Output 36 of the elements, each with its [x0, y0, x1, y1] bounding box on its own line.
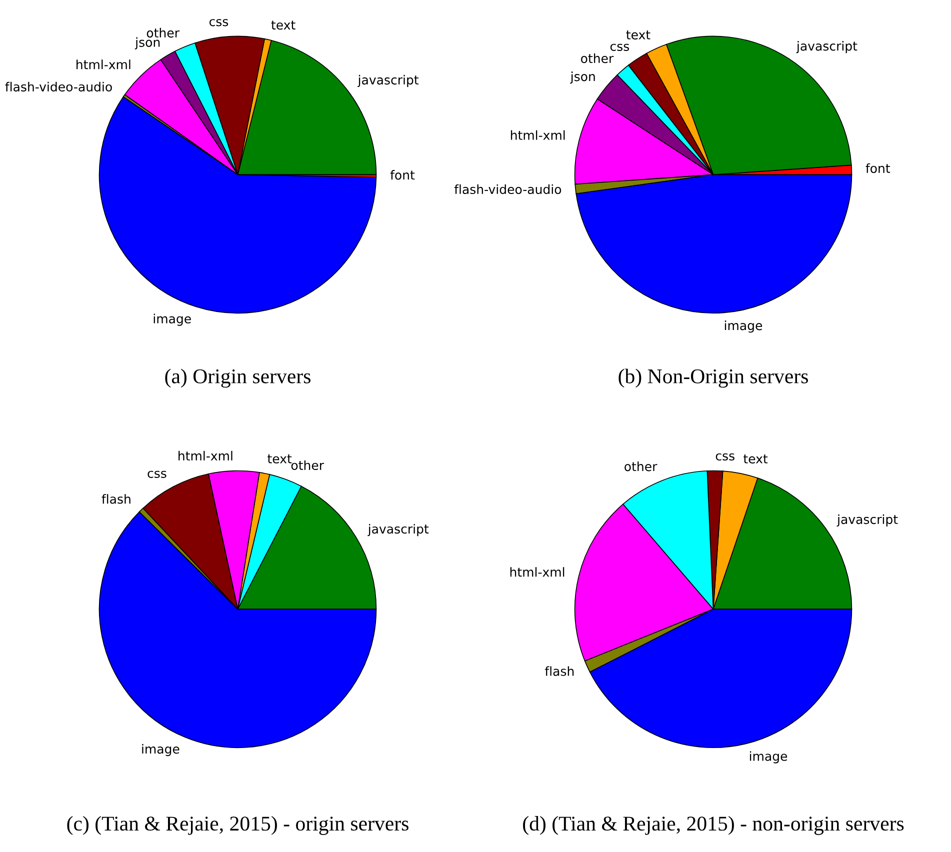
slice-label: javascript: [358, 74, 419, 87]
slice-label: json: [134, 37, 160, 50]
slice-label: css: [148, 470, 166, 478]
slice-label: css: [209, 19, 228, 26]
slice-label: other: [146, 28, 180, 38]
slice-label: html-xml: [510, 130, 565, 140]
slice-label: image: [724, 320, 762, 333]
text: (c) (Tian & Rejaie, 2015) - origin servers: [67, 816, 408, 835]
slice-label: json: [570, 72, 595, 84]
text: (b) Non-Origin servers: [618, 368, 808, 388]
slice-label: css: [610, 44, 630, 51]
slice-label: css: [716, 453, 734, 461]
slice-label: flash-video-audio: [5, 82, 112, 92]
slice-label: font: [866, 163, 890, 174]
slice-label: image: [142, 744, 180, 756]
slice-label: text: [268, 454, 292, 464]
slice-label: font: [390, 170, 415, 180]
slice-label: image: [750, 751, 788, 764]
slice-label: other: [624, 462, 658, 472]
slice-label: other: [291, 460, 324, 470]
slice-label: flash-video-audio: [454, 184, 562, 194]
slice-label: image: [154, 314, 191, 326]
slice-label: javascript: [368, 524, 429, 536]
slice-label: flash: [102, 494, 130, 504]
slice-label: html-xml: [76, 60, 130, 70]
slice-label: javascript: [836, 514, 898, 526]
slice-label: html-xml: [510, 567, 564, 577]
slice-label: text: [626, 30, 650, 40]
slice-label: other: [581, 53, 614, 64]
slice-label: text: [271, 20, 296, 30]
text: (a) Origin servers: [165, 368, 310, 388]
slice-label: javascript: [796, 41, 858, 54]
slice-label: text: [744, 454, 768, 464]
slice-label: html-xml: [178, 450, 232, 460]
text: (d) (Tian & Rejaie, 2015) - non-origin servers: [523, 816, 904, 835]
slice-label: flash: [544, 666, 574, 676]
